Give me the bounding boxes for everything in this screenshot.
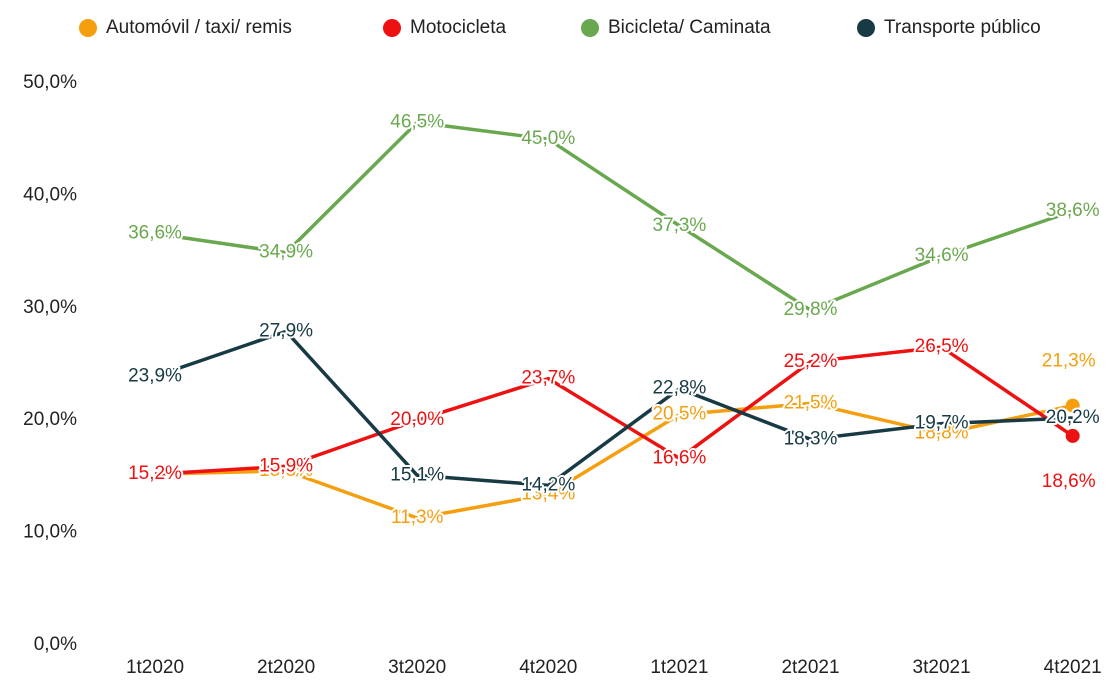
data-label: 25,2% [784,351,838,372]
legend-marker [79,19,97,37]
point-marker [1065,428,1080,443]
data-label: 20,2% [1046,407,1100,428]
point-marker [1065,398,1080,413]
y-tick-label: 20,0% [23,409,77,430]
data-label: 14,2% [521,474,575,495]
series-line [154,120,1074,312]
y-tick-label: 40,0% [23,184,77,205]
data-label: 15,2% [128,463,182,484]
y-tick-label: 0,0% [34,634,77,655]
legend-marker [857,19,875,37]
data-label: 36,6% [128,223,182,244]
legend-label: Transporte público [884,17,1041,38]
data-label: 20,0% [390,409,444,430]
series-line [154,345,1074,476]
data-label: 15,2% [128,463,182,484]
data-label: 11,3% [391,507,444,528]
legend-label: Automóvil / taxi/ remis [106,17,292,38]
data-label: 26,5% [915,336,969,357]
x-tick-label: 2t2020 [257,657,315,678]
data-label: 23,7% [521,368,575,389]
data-label: 18,8% [915,423,969,444]
legend-marker [383,19,401,37]
data-label: 16,6% [652,447,706,468]
legend-marker [581,19,599,37]
data-label: 15,5% [259,460,313,481]
x-tick-label: 3t2021 [913,657,971,678]
series-line [154,329,1073,488]
series-line [154,401,1074,520]
x-tick-label: 2t2021 [781,657,839,678]
x-tick-label: 3t2020 [388,657,446,678]
legend-label: Bicicleta/ Caminata [608,17,771,38]
data-label: 21,3% [1042,351,1096,372]
x-tick-label: 1t2020 [126,657,184,678]
y-tick-label: 30,0% [23,297,77,318]
legend-label: Motocicleta [410,17,507,38]
data-label: 37,3% [652,215,706,236]
data-label: 13,4% [521,483,575,504]
data-label: 18,3% [784,428,838,449]
data-label: 34,6% [915,245,969,266]
x-tick-label: 1t2021 [650,657,708,678]
x-tick-label: 4t2021 [1044,657,1102,678]
data-label: 45,0% [521,128,575,149]
data-label: 23,9% [128,365,182,386]
data-label: 29,8% [784,299,838,320]
data-label: 22,8% [652,378,706,399]
data-label: 18,6% [1042,471,1096,492]
data-label: 21,5% [784,392,838,413]
y-tick-label: 50,0% [23,72,77,93]
data-label: 20,5% [652,404,706,425]
data-label: 38,6% [1046,200,1100,221]
data-label: 27,9% [259,320,313,341]
data-label: 46,5% [390,111,444,132]
x-tick-label: 4t2020 [519,657,577,678]
data-label: 34,9% [259,242,313,263]
data-label: 15,1% [390,464,444,485]
data-label: 15,9% [259,455,313,476]
data-label: 19,7% [915,413,969,434]
y-tick-label: 10,0% [23,522,77,543]
